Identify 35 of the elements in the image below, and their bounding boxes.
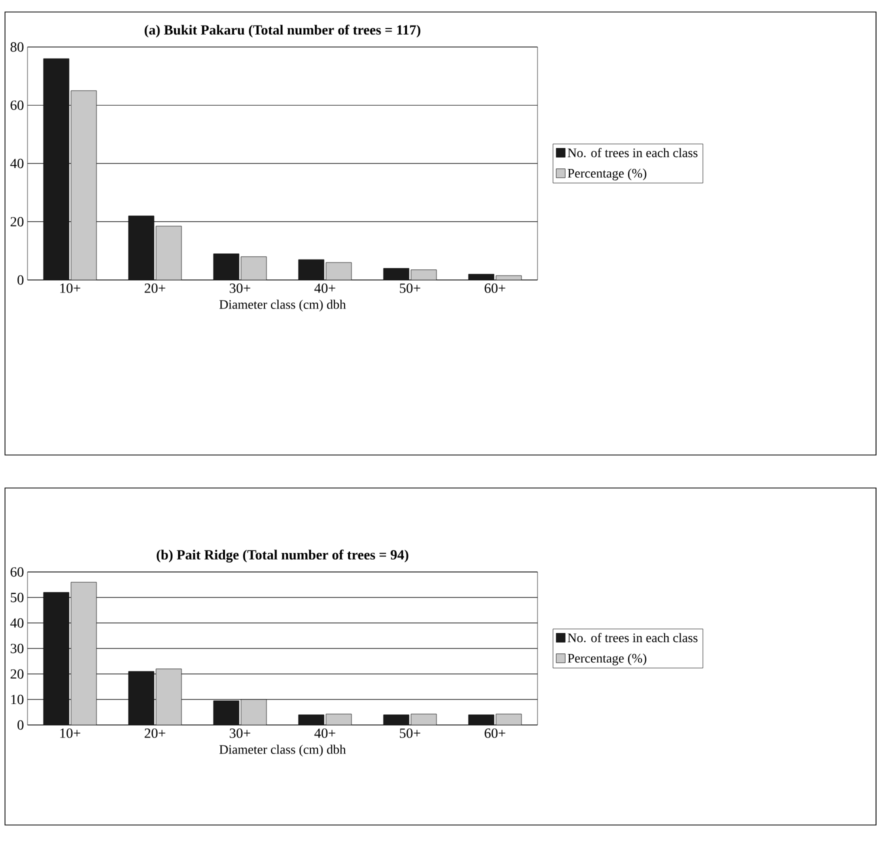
y-tick-label: 40 (10, 158, 24, 168)
x-axis-title: Diameter class (cm) dbh (219, 300, 346, 312)
x-axis-title: Diameter class (cm) dbh (219, 744, 346, 756)
legend-label: Percentage (%) (568, 654, 646, 666)
y-tick-label: 20 (10, 669, 24, 679)
legend-label: No. of trees in each class (568, 632, 698, 642)
y-tick-label: 60 (10, 567, 24, 577)
bar (240, 699, 267, 725)
y-tick-label: 10 (11, 694, 24, 704)
x-tick-label: 30+ (230, 283, 250, 293)
chart-title: (a) Bukit Pakaru (Total number of trees = 117) (144, 24, 420, 38)
y-tick-label: 20 (10, 217, 24, 226)
y-tick-label: 60 (10, 100, 24, 110)
chart-title: (b) Pait Ridge (Total number of trees = 94) (156, 550, 408, 562)
y-tick-label: 30 (10, 644, 24, 654)
bar (156, 668, 182, 725)
x-tick-label: 50+ (400, 283, 420, 293)
bar (70, 582, 97, 725)
x-tick-label: 60+ (484, 728, 506, 738)
y-tick-label: 50 (10, 592, 24, 602)
x-tick-label: 10+ (60, 728, 80, 738)
legend-label: Percentage (%) (568, 168, 646, 180)
x-tick-label: 10+ (60, 283, 80, 293)
y-tick-label: 0 (18, 275, 24, 285)
x-tick-label: 40+ (314, 728, 336, 738)
x-tick-label: 50+ (400, 728, 420, 738)
y-tick-label: 40 (10, 618, 24, 628)
legend-label: No. of trees in each class (568, 148, 698, 158)
x-tick-label: 30+ (230, 728, 250, 738)
x-tick-label: 40+ (314, 283, 336, 293)
x-tick-label: 60+ (484, 283, 506, 293)
y-tick-label: 0 (18, 720, 24, 730)
y-tick-label: 80 (10, 42, 24, 52)
x-tick-label: 20+ (144, 728, 166, 738)
x-tick-label: 20+ (144, 283, 166, 293)
